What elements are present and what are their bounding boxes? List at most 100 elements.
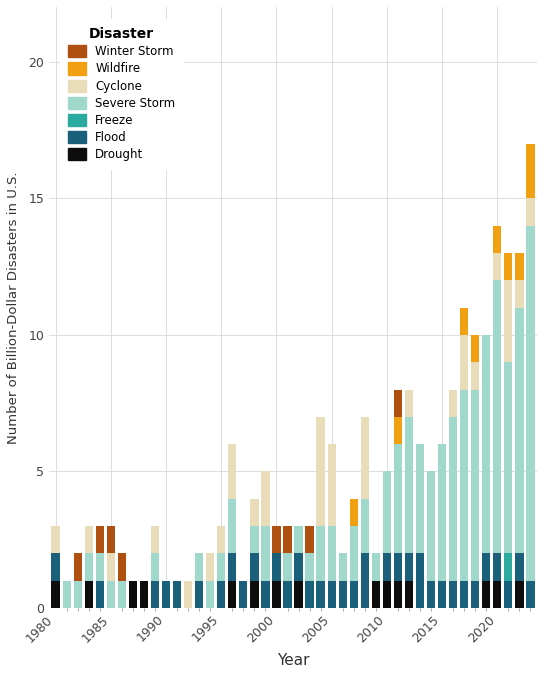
Bar bbox=[493, 253, 502, 280]
Bar bbox=[73, 580, 82, 608]
Bar bbox=[195, 554, 203, 580]
Bar bbox=[85, 554, 93, 580]
Bar bbox=[206, 554, 214, 580]
Y-axis label: Number of Billion-Dollar Disasters in U.S.: Number of Billion-Dollar Disasters in U.… bbox=[7, 171, 20, 443]
Bar bbox=[261, 526, 270, 580]
Bar bbox=[151, 554, 159, 580]
Bar bbox=[261, 580, 270, 608]
Bar bbox=[228, 580, 237, 608]
Bar bbox=[239, 580, 248, 608]
Bar bbox=[52, 526, 60, 554]
Bar bbox=[283, 526, 292, 554]
Bar bbox=[96, 554, 104, 580]
Bar bbox=[471, 389, 479, 580]
Bar bbox=[228, 554, 237, 580]
Bar bbox=[427, 580, 435, 608]
Bar bbox=[493, 580, 502, 608]
Bar bbox=[261, 472, 270, 526]
Bar bbox=[306, 554, 314, 580]
Bar bbox=[449, 417, 458, 580]
Bar bbox=[52, 580, 60, 608]
Bar bbox=[526, 580, 535, 608]
Bar bbox=[151, 580, 159, 608]
Bar bbox=[217, 580, 225, 608]
Bar bbox=[504, 362, 512, 554]
Bar bbox=[526, 198, 535, 225]
Bar bbox=[118, 580, 126, 608]
Bar bbox=[217, 526, 225, 554]
Bar bbox=[405, 554, 413, 580]
Bar bbox=[173, 580, 181, 608]
Bar bbox=[273, 580, 281, 608]
Bar bbox=[361, 499, 369, 554]
Bar bbox=[283, 580, 292, 608]
Bar bbox=[504, 253, 512, 280]
Bar bbox=[273, 554, 281, 580]
Bar bbox=[151, 526, 159, 554]
Bar bbox=[383, 580, 391, 608]
Bar bbox=[372, 580, 380, 608]
Bar bbox=[228, 444, 237, 499]
Bar bbox=[460, 308, 468, 335]
Bar bbox=[526, 144, 535, 198]
Bar bbox=[317, 526, 325, 580]
Bar bbox=[294, 526, 302, 554]
Bar bbox=[350, 499, 358, 526]
Bar bbox=[493, 280, 502, 554]
Bar bbox=[361, 554, 369, 608]
Bar bbox=[383, 554, 391, 580]
Bar bbox=[350, 580, 358, 608]
Bar bbox=[504, 580, 512, 608]
Bar bbox=[515, 280, 523, 308]
Bar bbox=[63, 580, 71, 608]
Bar bbox=[273, 526, 281, 554]
Bar bbox=[338, 554, 347, 580]
Bar bbox=[405, 389, 413, 417]
Bar bbox=[107, 580, 115, 608]
Bar bbox=[405, 417, 413, 554]
Bar bbox=[206, 580, 214, 608]
Bar bbox=[350, 526, 358, 580]
Bar bbox=[405, 580, 413, 608]
Bar bbox=[129, 580, 137, 608]
Bar bbox=[526, 225, 535, 580]
Bar bbox=[338, 580, 347, 608]
Bar bbox=[250, 554, 258, 580]
Bar bbox=[515, 580, 523, 608]
Bar bbox=[317, 580, 325, 608]
Bar bbox=[52, 554, 60, 580]
Bar bbox=[96, 580, 104, 608]
Bar bbox=[107, 554, 115, 580]
Bar bbox=[85, 580, 93, 608]
Bar bbox=[460, 580, 468, 608]
Bar bbox=[294, 554, 302, 580]
Bar bbox=[283, 554, 292, 580]
Bar bbox=[118, 554, 126, 580]
Bar bbox=[73, 554, 82, 580]
Bar bbox=[383, 472, 391, 554]
Bar bbox=[471, 580, 479, 608]
Bar bbox=[85, 526, 93, 554]
Bar bbox=[515, 554, 523, 580]
Bar bbox=[250, 499, 258, 526]
Bar bbox=[438, 444, 446, 580]
Bar bbox=[493, 554, 502, 580]
Bar bbox=[515, 308, 523, 554]
Bar bbox=[471, 335, 479, 362]
Bar bbox=[306, 526, 314, 554]
Bar bbox=[394, 389, 402, 417]
Bar bbox=[294, 580, 302, 608]
Bar bbox=[449, 580, 458, 608]
Bar bbox=[504, 280, 512, 362]
Bar bbox=[250, 580, 258, 608]
Bar bbox=[162, 580, 170, 608]
Bar bbox=[394, 554, 402, 580]
Bar bbox=[394, 444, 402, 554]
Bar bbox=[504, 554, 512, 580]
Bar bbox=[195, 580, 203, 608]
Bar bbox=[250, 526, 258, 554]
Bar bbox=[449, 389, 458, 417]
Bar bbox=[460, 389, 468, 580]
Bar bbox=[427, 472, 435, 580]
Bar bbox=[394, 580, 402, 608]
